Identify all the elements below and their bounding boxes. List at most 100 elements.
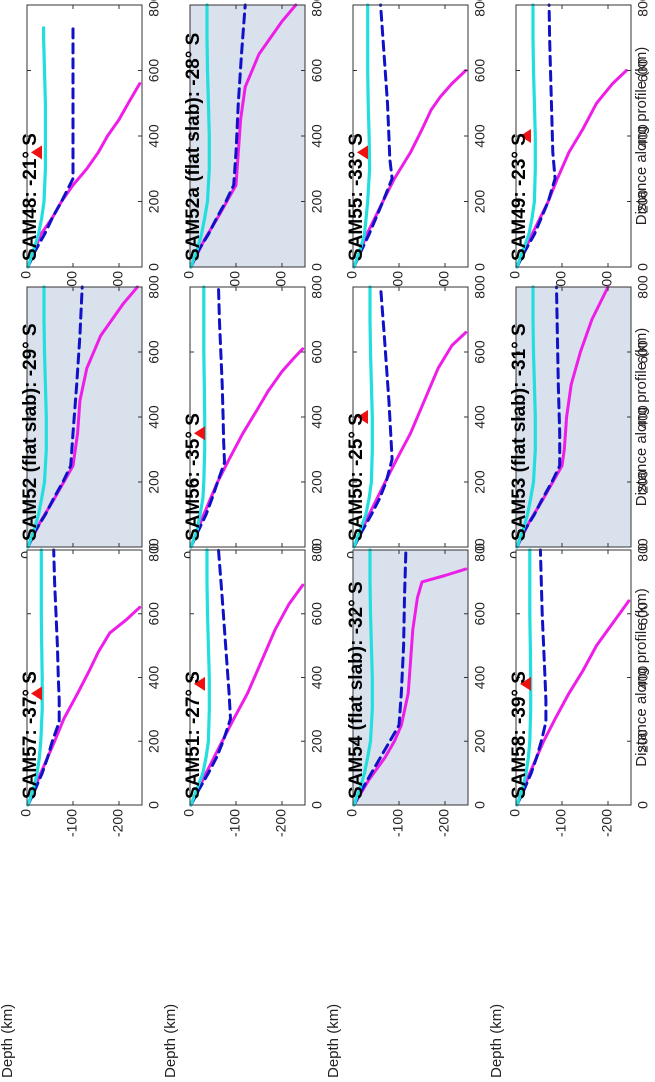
x-tick-label: 200 [145,190,161,214]
x-tick-label: 800 [634,275,650,299]
y-tick-label: -100 [64,809,80,837]
upper-line [189,285,207,549]
x-tick-label: 800 [471,0,487,17]
y-axis-label: Depth (km) [162,1004,179,1078]
x-tick-label: 800 [145,0,161,17]
x-tick-label: 0 [471,263,487,271]
y-tick-label: 0 [18,271,34,279]
volcano-marker [194,426,205,441]
x-tick-label: 600 [634,59,650,83]
panel-title: SAM50: -25° S [346,413,367,541]
upper-line [26,285,48,549]
x-tick-label: 200 [634,729,650,753]
x-tick-label: 0 [634,801,650,809]
slab-line [352,331,468,549]
dashed-line [26,26,75,269]
x-tick-label: 400 [471,405,487,429]
x-tick-label: 800 [308,275,324,299]
dashed-line [352,285,394,549]
y-tick-label: -100 [390,809,406,837]
x-tick-label: 0 [471,801,487,809]
dashed-line [515,285,562,549]
x-tick-label: 600 [634,602,650,626]
x-tick-label: 400 [634,124,650,148]
upper-line [352,548,374,807]
x-tick-label: 400 [308,124,324,148]
panel-title: SAM56: -35° S [183,413,204,541]
x-tick-label: 200 [145,470,161,494]
x-tick-label: 400 [145,405,161,429]
x-tick-label: 0 [308,263,324,271]
x-tick-label: 200 [471,190,487,214]
x-tick-label: 600 [308,602,324,626]
x-tick-label: 0 [308,543,324,551]
y-tick-label: 0 [181,271,197,279]
y-tick-label: 0 [18,551,34,559]
dashed-line [352,548,408,807]
dashed-line [189,548,232,807]
slab-line [352,567,468,807]
upper-line [26,548,44,807]
dashed-line [189,3,247,269]
x-tick-label: 200 [634,470,650,494]
y-tick-label: -100 [553,809,569,837]
panel-title: SAM52a (flat slab): -28° S [183,33,204,261]
x-tick-label: 200 [634,190,650,214]
y-tick-label: -200 [436,809,452,837]
dashed-line [26,285,84,549]
x-tick-label: 800 [145,275,161,299]
x-tick-label: 200 [308,470,324,494]
x-tick-label: 200 [308,729,324,753]
y-tick-label: 0 [507,551,523,559]
dashed-line [352,3,394,269]
x-tick-label: 800 [471,275,487,299]
upper-line [352,285,374,549]
x-tick-label: 800 [308,538,324,562]
volcano-marker [520,129,531,143]
y-tick-label: 0 [181,551,197,559]
y-tick-label: 0 [344,809,360,817]
x-tick-label: 600 [308,59,324,83]
y-tick-label: -200 [599,809,615,837]
y-tick-label: 0 [507,809,523,817]
y-tick-label: 0 [344,271,360,279]
x-tick-label: 800 [634,0,650,17]
y-tick-label: -200 [273,809,289,837]
x-tick-label: 200 [308,190,324,214]
x-tick-label: 200 [471,470,487,494]
x-tick-label: 400 [471,666,487,690]
upper-line [352,3,372,269]
x-tick-label: 400 [145,666,161,690]
volcano-marker [31,686,42,701]
x-tick-label: 600 [471,59,487,83]
panel-title: SAM55: -33° S [346,133,367,261]
x-tick-label: 0 [145,263,161,271]
x-tick-label: 400 [145,124,161,148]
y-axis-label: Depth (km) [0,1004,16,1078]
x-axis-label: Distance along profile (km) [633,328,650,506]
panel-title: SAM51: -27° S [183,671,204,799]
x-tick-label: 800 [308,0,324,17]
dashed-line [515,3,557,269]
x-tick-label: 800 [145,538,161,562]
x-tick-label: 400 [308,405,324,429]
panel-title: SAM48: -21° S [20,133,41,261]
x-tick-label: 800 [471,538,487,562]
panel-title: SAM53 (flat slab): -31° S [509,323,530,541]
x-tick-label: 600 [145,340,161,364]
volcano-marker [31,145,42,160]
slab-line [189,583,305,807]
panel-title: SAM54 (flat slab): -32° S [346,581,367,799]
y-axis-label: Depth (km) [488,1004,505,1078]
